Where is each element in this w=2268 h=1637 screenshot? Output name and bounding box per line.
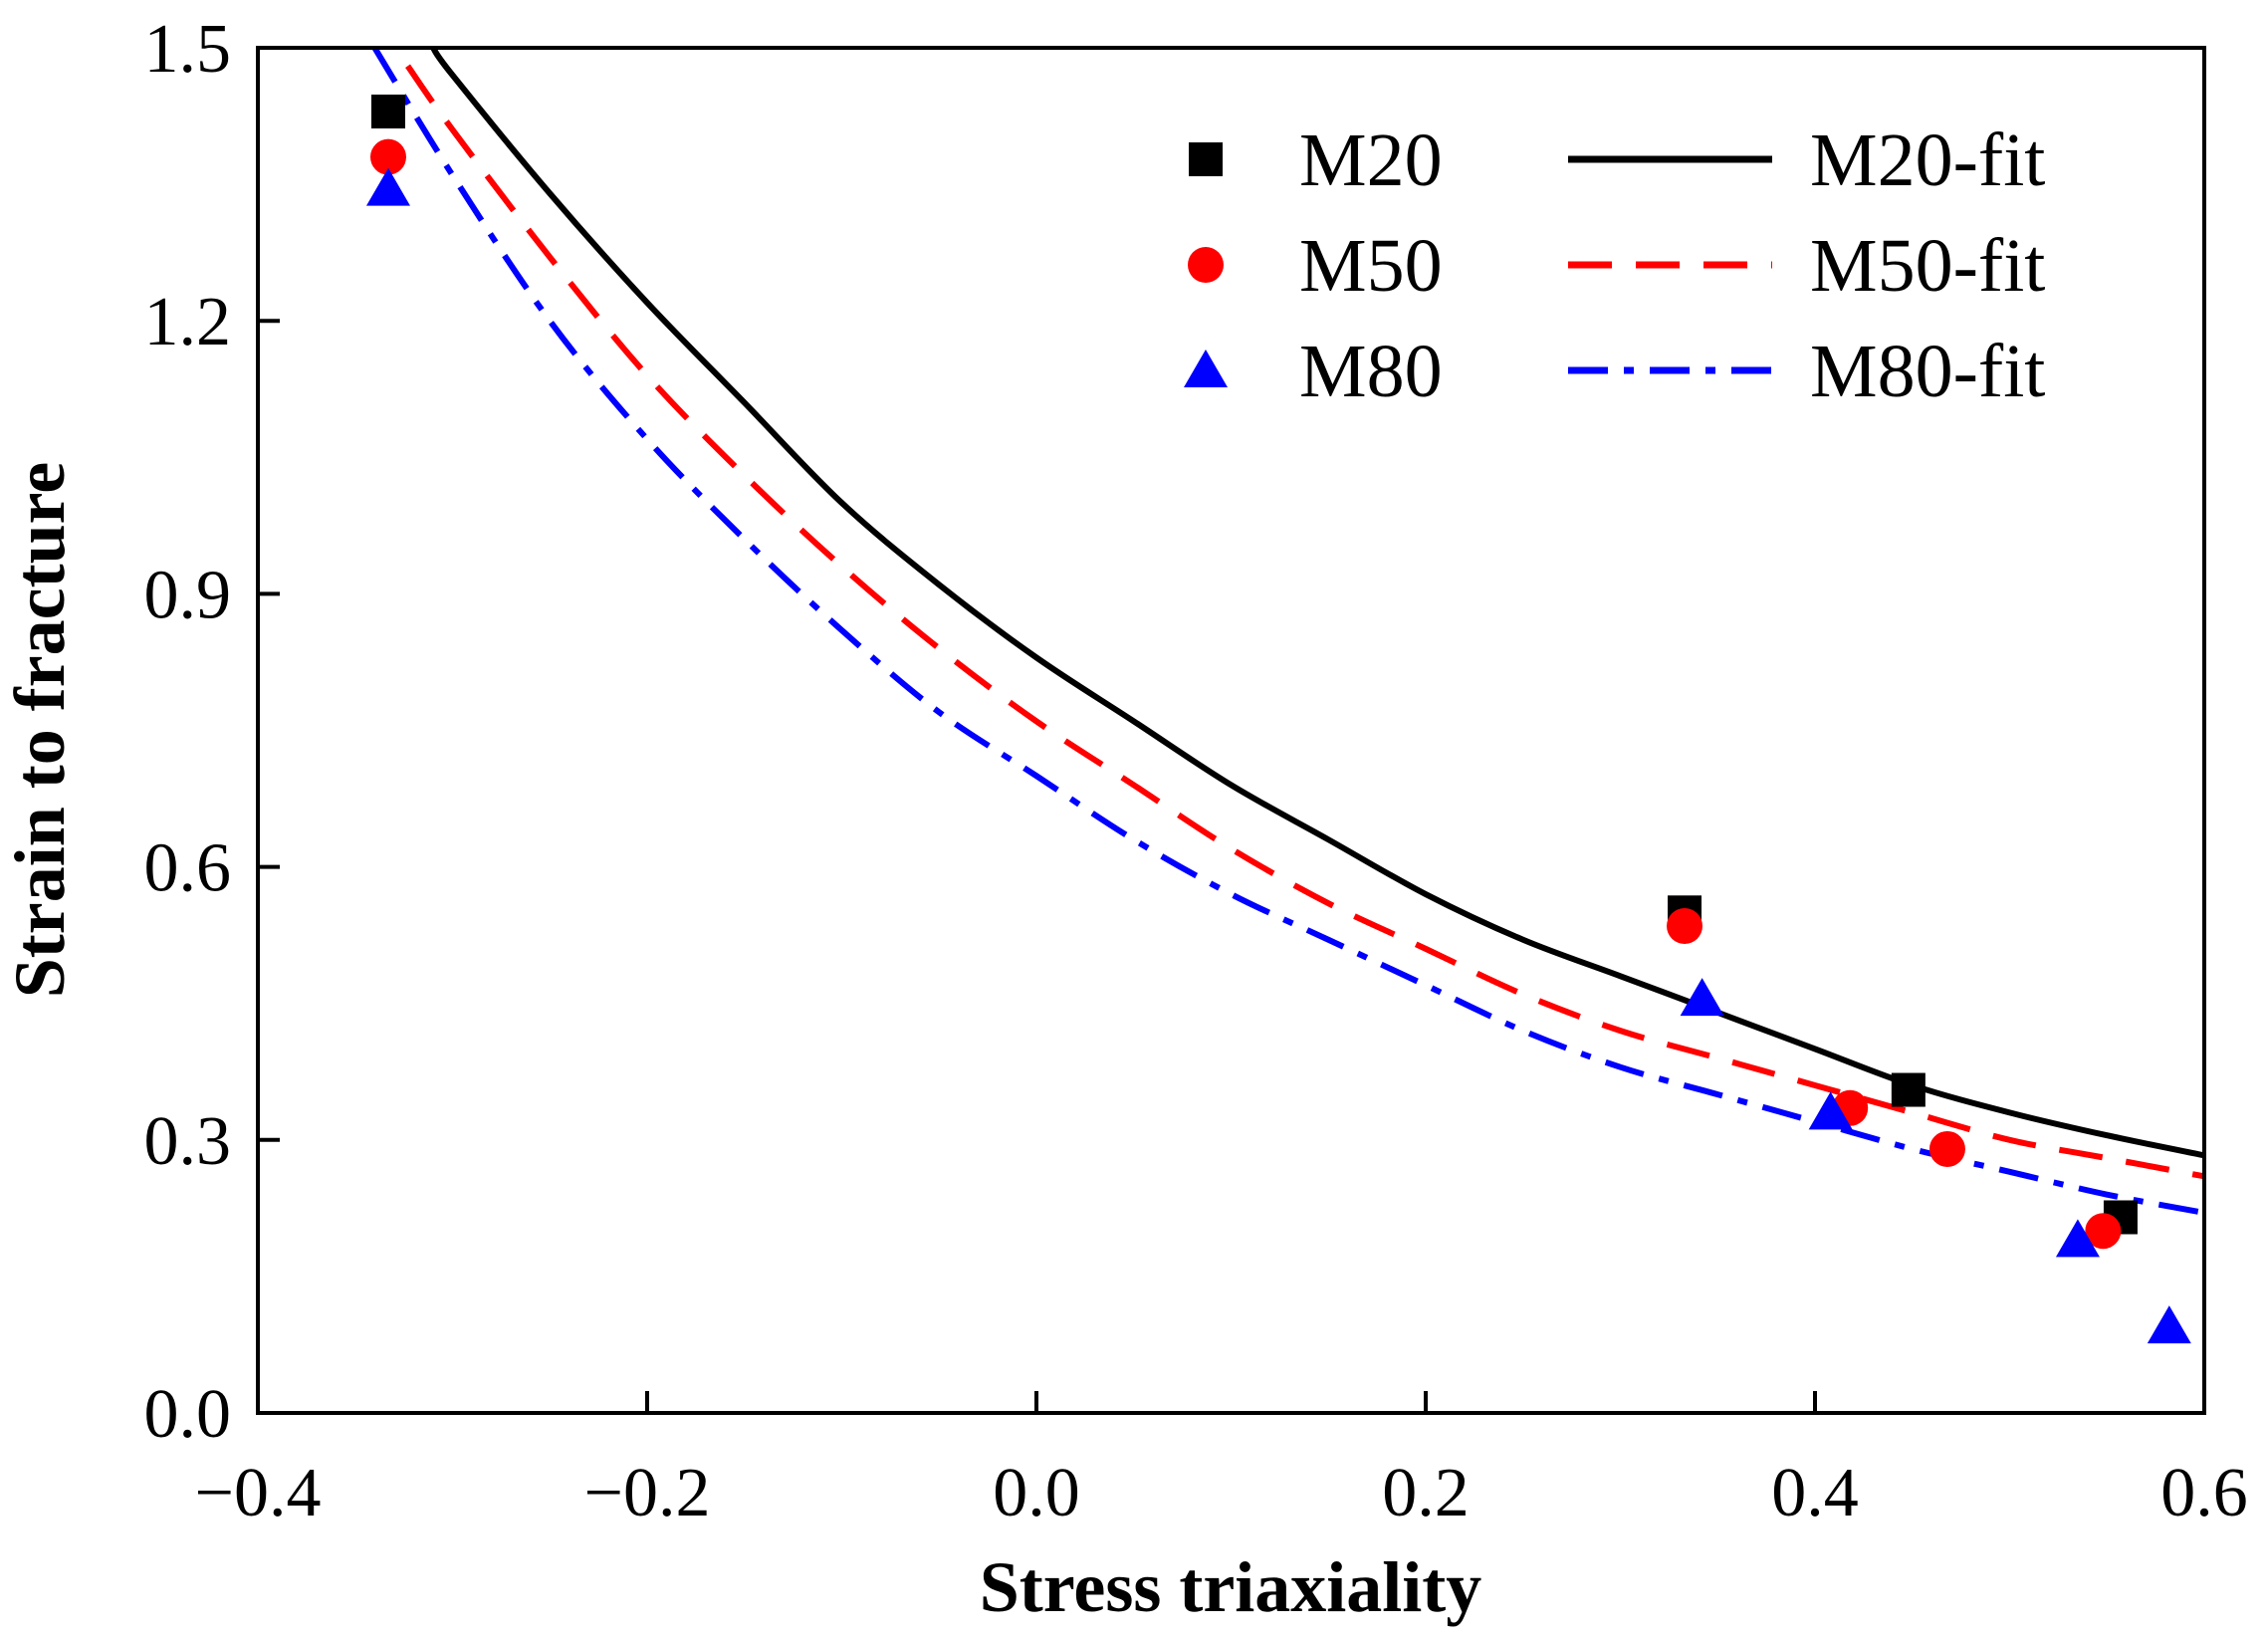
data-point-m80 (2147, 1305, 2191, 1344)
y-axis-title: Strain to fracture (0, 462, 80, 999)
data-point-m80 (2055, 1219, 2100, 1258)
legend-marker-m80 (1184, 350, 1228, 387)
legend-label-m20-fit: M20-fit (1810, 118, 2045, 202)
legend-label-m80-fit: M80-fit (1810, 330, 2045, 413)
legend-marker-m20 (1189, 142, 1223, 176)
fit-curve-m80-fit (371, 48, 2204, 1216)
x-tick-label: 0.6 (2160, 1455, 2248, 1531)
legend-marker-m50 (1188, 247, 1224, 283)
x-tick-label: 0.4 (1771, 1455, 1859, 1531)
fit-curves (371, 48, 2204, 1216)
y-tick-label: 1.2 (144, 284, 232, 360)
legend-label-m20: M20 (1299, 118, 1443, 202)
legend: M20 M50 M80 M20-fit M50-fit M80-fit (1184, 118, 2045, 413)
legend-label-m50-fit: M50-fit (1810, 224, 2045, 308)
data-point-m50 (2085, 1213, 2122, 1250)
x-axis-title: Stress triaxiality (980, 1547, 1482, 1627)
data-point-m20 (370, 94, 405, 128)
y-tick-label: 0.9 (144, 557, 232, 633)
x-tick-label: −0.2 (584, 1455, 711, 1531)
data-point-m50 (1928, 1130, 1965, 1167)
x-tick-label: −0.4 (195, 1455, 322, 1531)
data-point-m50 (369, 138, 406, 175)
axis-ticks: −0.4 −0.2 0.0 0.2 0.4 0.6 0.0 0.3 0.6 0.9 1.2 1.5 (144, 11, 2248, 1531)
data-point-m50 (1667, 908, 1703, 945)
plot-frame (256, 46, 2206, 1415)
x-tick-label: 0.0 (993, 1455, 1080, 1531)
legend-label-m50: M50 (1299, 224, 1443, 308)
y-tick-label: 1.5 (144, 11, 232, 88)
x-tick-label: 0.2 (1382, 1455, 1470, 1531)
data-point-m80 (1808, 1091, 1853, 1130)
y-tick-label: 0.0 (144, 1376, 232, 1453)
fit-curve-m50-fit (405, 64, 2204, 1180)
legend-label-m80: M80 (1299, 330, 1443, 413)
data-point-m80 (1680, 978, 1724, 1017)
y-tick-label: 0.3 (144, 1103, 232, 1180)
data-point-m20 (1891, 1072, 1926, 1107)
data-points (365, 94, 2191, 1344)
y-tick-label: 0.6 (144, 830, 232, 907)
data-point-m80 (365, 167, 410, 206)
fit-curve-m20-fit (430, 48, 2204, 1159)
